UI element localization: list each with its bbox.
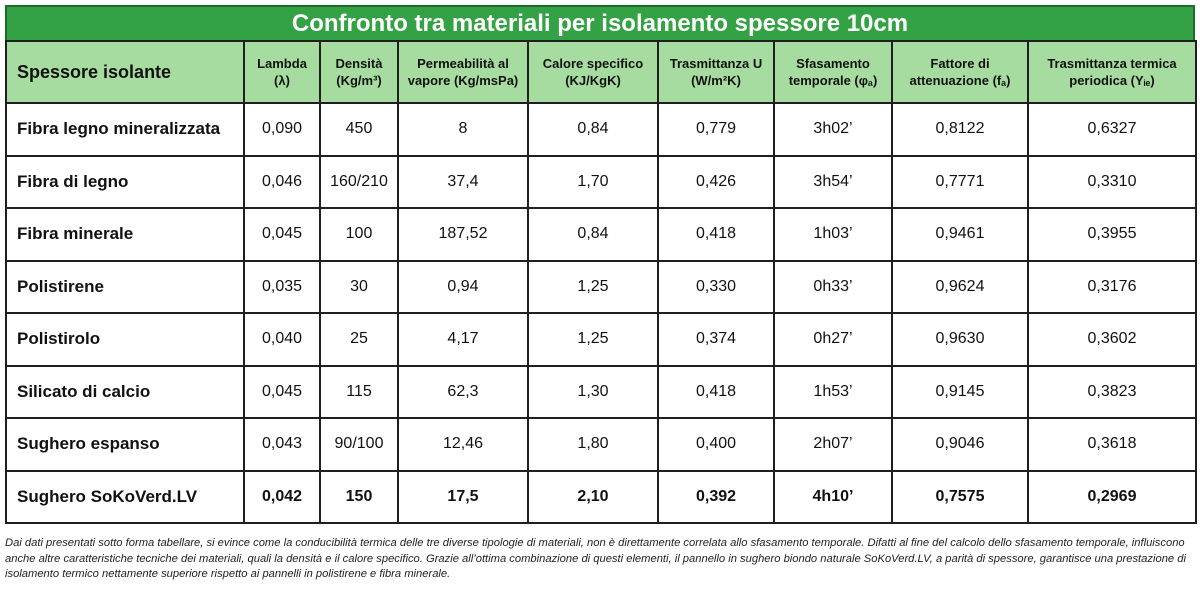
value-cell: 0,9624: [891, 259, 1029, 314]
value-cell: 3h54’: [773, 154, 893, 209]
value-cell: 0,2969: [1027, 469, 1197, 524]
footnote: Dai dati presentati sotto forma tabellar…: [5, 537, 1186, 580]
value-cell: 12,46: [397, 417, 529, 472]
material-name-cell: Polistirene: [5, 259, 245, 314]
value-cell: 0,045: [243, 364, 321, 419]
value-cell: 0,418: [657, 364, 775, 419]
header-row: Spessore isolante Lambda (λ) Densità (Kg/m…: [5, 40, 1197, 104]
value-cell: 0,046: [243, 154, 321, 209]
material-name-cell: Sughero espanso: [5, 417, 245, 472]
value-cell: 4,17: [397, 312, 529, 367]
table-row: Polistirolo 0,040 25 4,17 1,25 0,374 0h27’ 0,96…: [5, 312, 1197, 367]
value-cell: 0,3955: [1027, 207, 1197, 262]
table-body: Fibra legno mineralizzata 0,090 450 8 0,84 0,…: [5, 102, 1197, 524]
material-name-cell: Polistirolo: [5, 312, 245, 367]
value-cell: 0,042: [243, 469, 321, 524]
value-cell: 2,10: [527, 469, 659, 524]
table-row: Silicato di calcio 0,045 115 62,3 1,30 0,418 1…: [5, 364, 1197, 419]
value-cell: 0,043: [243, 417, 321, 472]
value-cell: 0,426: [657, 154, 775, 209]
value-cell: 187,52: [397, 207, 529, 262]
column-header: Trasmittanza U (W/m²K): [657, 40, 775, 104]
value-cell: 115: [319, 364, 399, 419]
value-cell: 25: [319, 312, 399, 367]
value-cell: 0,94: [397, 259, 529, 314]
column-header: Spessore isolante: [5, 40, 245, 104]
value-cell: 37,4: [397, 154, 529, 209]
value-cell: 90/100: [319, 417, 399, 472]
material-name-cell: Silicato di calcio: [5, 364, 245, 419]
value-cell: 62,3: [397, 364, 529, 419]
material-name-cell: Sughero SoKoVerd.LV: [5, 469, 245, 524]
value-cell: 8: [397, 102, 529, 157]
value-cell: 0,3176: [1027, 259, 1197, 314]
value-cell: 2h07’: [773, 417, 893, 472]
value-cell: 0,8122: [891, 102, 1029, 157]
value-cell: 0,3823: [1027, 364, 1197, 419]
comparison-table-container: Confronto tra materiali per isolamento s…: [5, 5, 1197, 524]
value-cell: 0,9046: [891, 417, 1029, 472]
materials-table: Spessore isolante Lambda (λ) Densità (Kg/m…: [5, 40, 1197, 524]
column-header: Sfasamento temporale (φₐ): [773, 40, 893, 104]
value-cell: 0,418: [657, 207, 775, 262]
value-cell: 450: [319, 102, 399, 157]
value-cell: 0,7575: [891, 469, 1029, 524]
column-header: Fattore di attenuazione (fₐ): [891, 40, 1029, 104]
value-cell: 0,392: [657, 469, 775, 524]
table-row: Sughero SoKoVerd.LV 0,042 150 17,5 2,10 0,392…: [5, 469, 1197, 524]
table-row: Polistirene 0,035 30 0,94 1,25 0,330 0h33’ 0,96…: [5, 259, 1197, 314]
value-cell: 160/210: [319, 154, 399, 209]
value-cell: 0,9461: [891, 207, 1029, 262]
value-cell: 0,040: [243, 312, 321, 367]
value-cell: 0,7771: [891, 154, 1029, 209]
value-cell: 1,70: [527, 154, 659, 209]
value-cell: 1,30: [527, 364, 659, 419]
column-header: Densità (Kg/m³): [319, 40, 399, 104]
value-cell: 0,035: [243, 259, 321, 314]
column-header: Calore specifico (KJ/KgK): [527, 40, 659, 104]
value-cell: 0,84: [527, 207, 659, 262]
value-cell: 17,5: [397, 469, 529, 524]
value-cell: 1h03’: [773, 207, 893, 262]
value-cell: 1,25: [527, 259, 659, 314]
column-header: Lambda (λ): [243, 40, 321, 104]
material-name-cell: Fibra minerale: [5, 207, 245, 262]
value-cell: 1,80: [527, 417, 659, 472]
value-cell: 0,9630: [891, 312, 1029, 367]
value-cell: 0h27’: [773, 312, 893, 367]
value-cell: 0,779: [657, 102, 775, 157]
value-cell: 0,3310: [1027, 154, 1197, 209]
value-cell: 0,090: [243, 102, 321, 157]
table-title: Confronto tra materiali per isolamento s…: [5, 5, 1195, 40]
column-header: Trasmittanza termica periodica (Yᵢₑ): [1027, 40, 1197, 104]
value-cell: 30: [319, 259, 399, 314]
value-cell: 100: [319, 207, 399, 262]
value-cell: 0,6327: [1027, 102, 1197, 157]
table-row: Fibra minerale 0,045 100 187,52 0,84 0,418 1h0…: [5, 207, 1197, 262]
value-cell: 0,3618: [1027, 417, 1197, 472]
table-row: Sughero espanso 0,043 90/100 12,46 1,80 0,400…: [5, 417, 1197, 472]
value-cell: 0,374: [657, 312, 775, 367]
value-cell: 1h53’: [773, 364, 893, 419]
value-cell: 150: [319, 469, 399, 524]
value-cell: 0,3602: [1027, 312, 1197, 367]
value-cell: 0,400: [657, 417, 775, 472]
value-cell: 0,045: [243, 207, 321, 262]
value-cell: 1,25: [527, 312, 659, 367]
value-cell: 0,330: [657, 259, 775, 314]
value-cell: 3h02’: [773, 102, 893, 157]
material-name-cell: Fibra di legno: [5, 154, 245, 209]
material-name-cell: Fibra legno mineralizzata: [5, 102, 245, 157]
table-row: Fibra legno mineralizzata 0,090 450 8 0,84 0,…: [5, 102, 1197, 157]
table-row: Fibra di legno 0,046 160/210 37,4 1,70 0,426 3…: [5, 154, 1197, 209]
column-header: Permeabilità al vapore (Kg/msPa): [397, 40, 529, 104]
value-cell: 0,9145: [891, 364, 1029, 419]
value-cell: 0,84: [527, 102, 659, 157]
value-cell: 0h33’: [773, 259, 893, 314]
value-cell: 4h10’: [773, 469, 893, 524]
